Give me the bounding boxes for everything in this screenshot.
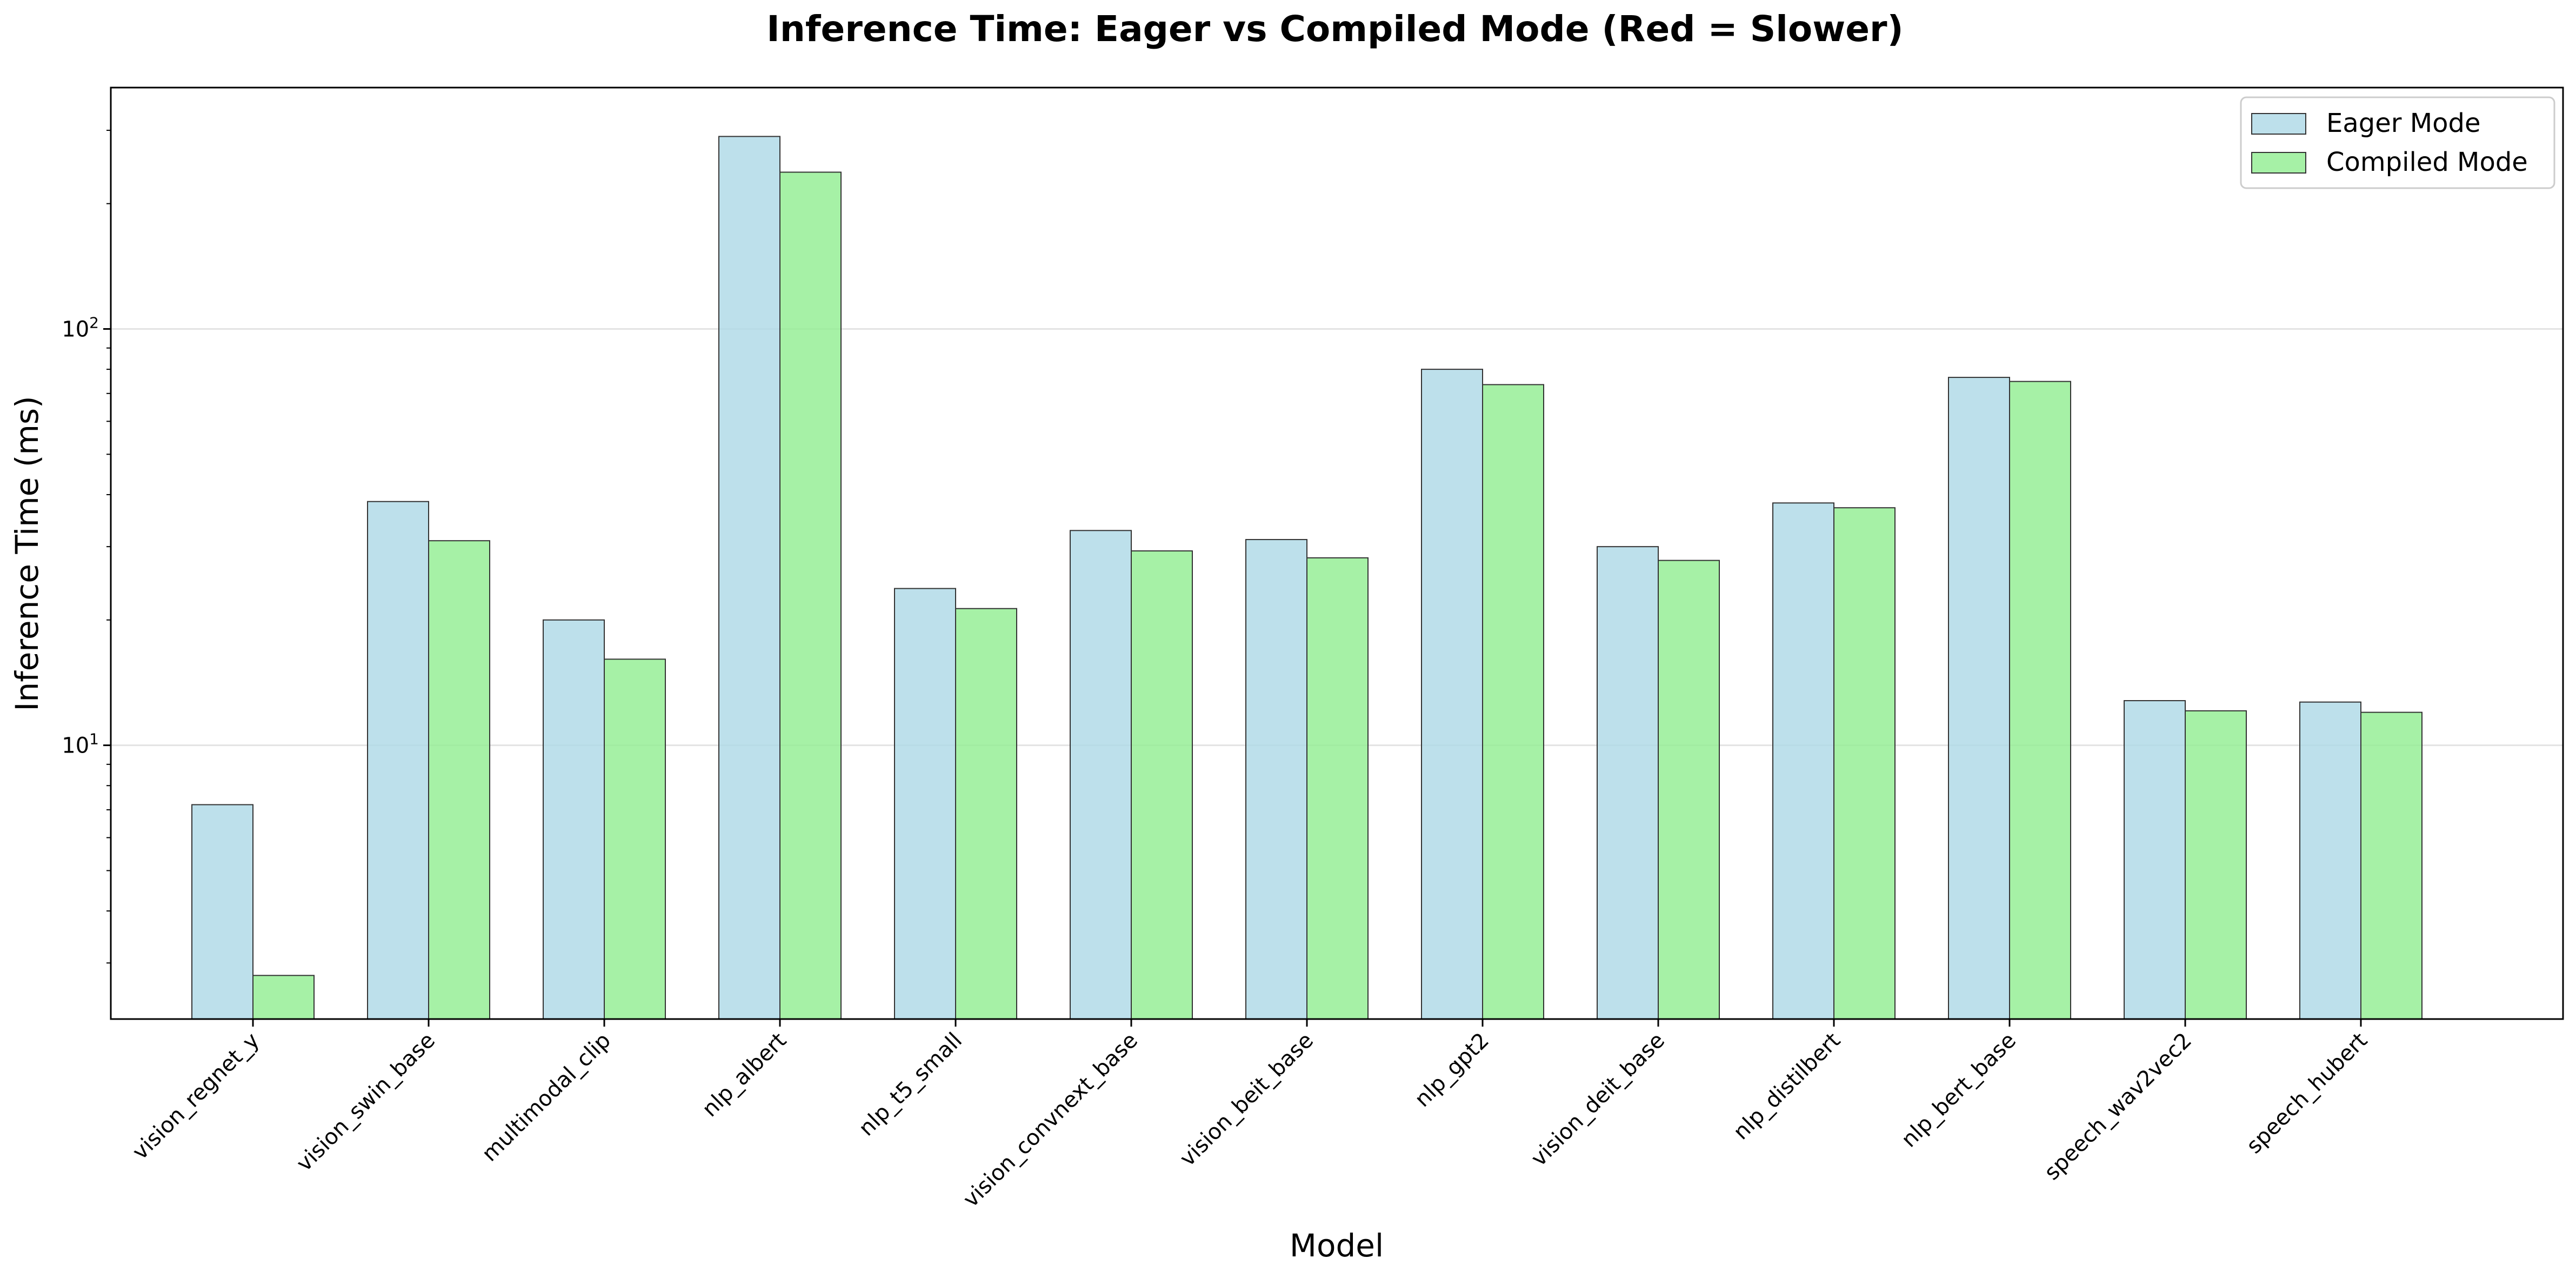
bar-compiled-speech_hubert xyxy=(2360,711,2422,1020)
bar-compiled-vision_beit_base xyxy=(1306,557,1369,1020)
legend-swatch-eager xyxy=(2251,113,2306,135)
y-tick-base: 10 xyxy=(62,317,89,342)
bar-eager-vision_deit_base xyxy=(1597,546,1659,1020)
bar-compiled-nlp_bert_base xyxy=(2009,381,2071,1020)
x-axis-ticks: vision_regnet_y vision_swin_base multimoda… xyxy=(128,1019,2372,1212)
bar-eager-nlp_gpt2 xyxy=(1421,369,1483,1020)
bar-eager-speech_wav2vec2 xyxy=(2124,700,2186,1020)
x-tick-label: nlp_gpt2 xyxy=(1410,1028,1494,1112)
legend-swatch-compiled xyxy=(2251,152,2306,174)
bar-compiled-nlp_distilbert xyxy=(1833,507,1896,1020)
x-tick-label: vision_beit_base xyxy=(1175,1028,1318,1172)
legend: Eager Mode Compiled Mode xyxy=(2240,96,2555,189)
bar-compiled-nlp_t5_small xyxy=(955,608,1017,1020)
x-tick-label: nlp_albert xyxy=(697,1028,791,1122)
bar-eager-vision_convnext_base xyxy=(1070,530,1132,1020)
bar-eager-nlp_t5_small xyxy=(894,588,956,1020)
x-tick-label: nlp_bert_base xyxy=(1897,1028,2021,1153)
x-tick-label: speech_wav2vec2 xyxy=(2040,1028,2197,1186)
x-tick-label: nlp_t5_small xyxy=(854,1028,967,1141)
y-tick-label: 101 xyxy=(62,730,99,758)
bar-eager-speech_hubert xyxy=(2299,701,2361,1020)
bar-compiled-nlp_albert xyxy=(779,171,842,1020)
x-tick-label: speech_hubert xyxy=(2242,1028,2373,1159)
bar-eager-nlp_distilbert xyxy=(1772,502,1834,1020)
bar-compiled-vision_convnext_base xyxy=(1131,550,1193,1020)
x-tick-label: vision_deit_base xyxy=(1526,1028,1670,1172)
x-tick-label: nlp_distilbert xyxy=(1729,1028,1845,1145)
legend-label-eager: Eager Mode xyxy=(2326,108,2481,138)
legend-frame xyxy=(2240,96,2555,189)
bars-group xyxy=(191,136,2422,1020)
bar-eager-nlp_albert xyxy=(718,136,780,1020)
chart-title: Inference Time: Eager vs Compiled Mode (… xyxy=(766,8,1903,50)
bar-compiled-vision_swin_base xyxy=(428,540,490,1020)
y-tick-exponent: 2 xyxy=(89,314,99,331)
bar-compiled-vision_regnet_y xyxy=(252,975,315,1020)
x-tick-label: multimodal_clip xyxy=(477,1028,616,1167)
y-tick-label: 102 xyxy=(62,314,99,342)
y-tick-exponent: 1 xyxy=(89,730,99,748)
x-axis-label: Model xyxy=(1290,1227,1384,1264)
bar-eager-vision_beit_base xyxy=(1245,539,1307,1020)
bar-compiled-multimodal_clip xyxy=(604,658,666,1020)
legend-label-compiled: Compiled Mode xyxy=(2326,147,2528,177)
bar-eager-multimodal_clip xyxy=(543,619,605,1020)
bar-eager-vision_regnet_y xyxy=(191,804,253,1020)
plot-frame xyxy=(110,86,2564,1020)
bar-eager-vision_swin_base xyxy=(367,501,429,1020)
bar-compiled-speech_wav2vec2 xyxy=(2185,710,2247,1020)
x-tick-label: vision_regnet_y xyxy=(128,1028,264,1165)
x-tick-label: vision_swin_base xyxy=(292,1028,440,1176)
bar-compiled-nlp_gpt2 xyxy=(1482,384,1544,1020)
x-tick-label: vision_convnext_base xyxy=(958,1028,1143,1213)
bar-compiled-vision_deit_base xyxy=(1658,560,1720,1020)
y-axis-label: Inference Time (ms) xyxy=(9,396,45,711)
y-tick-base: 10 xyxy=(62,734,89,758)
bar-eager-nlp_bert_base xyxy=(1948,377,2010,1020)
